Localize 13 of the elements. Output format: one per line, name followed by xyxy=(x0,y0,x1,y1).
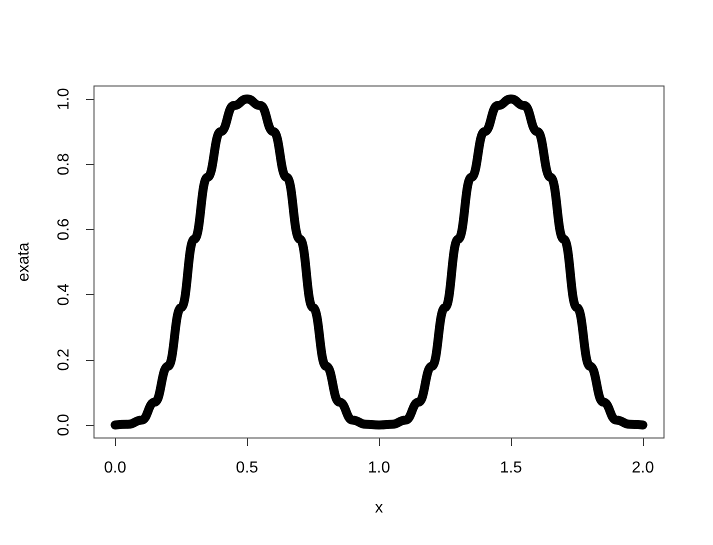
x-tick-label: 0.0 xyxy=(104,460,126,476)
y-tick-label: 0.4 xyxy=(56,283,72,306)
y-tick-label: 1.0 xyxy=(56,88,72,110)
y-axis-title: exata xyxy=(16,242,32,282)
y-tick-label: 0.2 xyxy=(56,348,72,371)
x-axis-title: x xyxy=(375,500,383,516)
y-tick-label: 0.8 xyxy=(56,153,72,176)
y-tick-label: 0.6 xyxy=(56,218,72,241)
x-tick-label: 2.0 xyxy=(632,460,654,476)
x-tick-label: 1.5 xyxy=(500,460,522,476)
y-tick-label: 0.0 xyxy=(56,414,72,436)
x-tick-label: 1.0 xyxy=(368,460,390,476)
x-tick-label: 0.5 xyxy=(236,460,258,476)
